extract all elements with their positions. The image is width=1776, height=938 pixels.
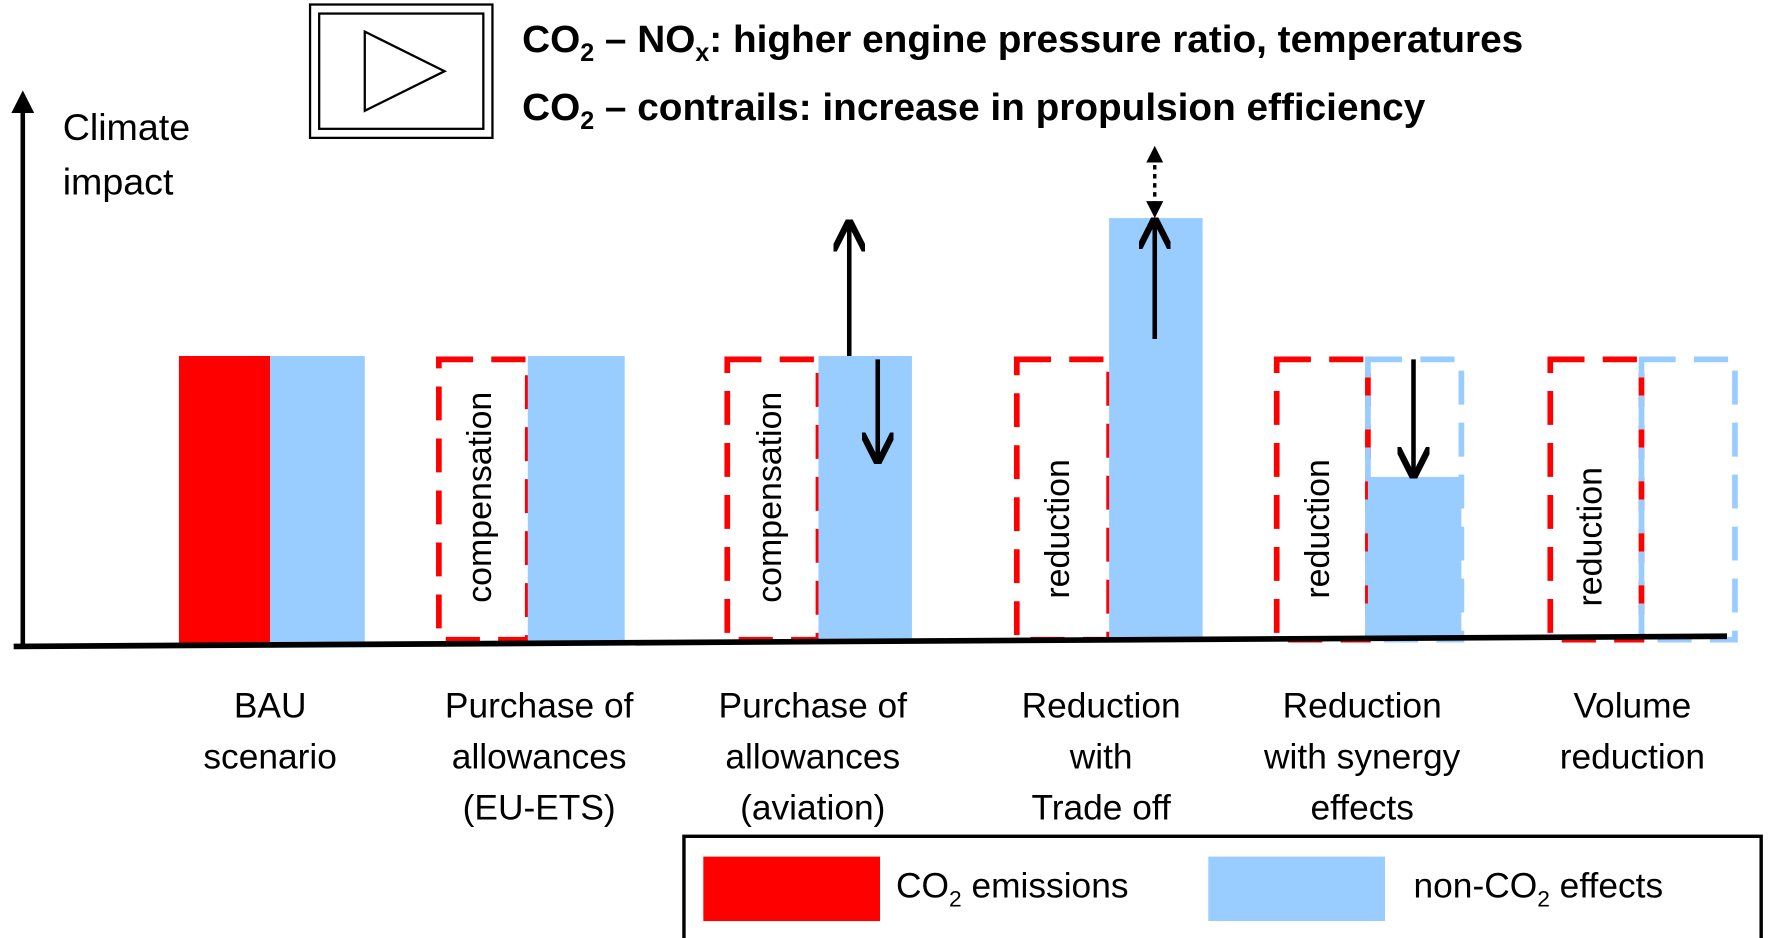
category-label: with (1069, 738, 1133, 777)
bar-label: reduction (1299, 459, 1337, 598)
nonco2-bar (818, 355, 912, 642)
nonco2-bar (1367, 476, 1462, 641)
category-labels: BAU scenario Purchase of allowances (EU-ETS)… (203, 687, 1705, 828)
category-label: allowances (725, 738, 900, 777)
bar-label: compensation (751, 392, 789, 603)
category-label: Purchase of (719, 687, 908, 726)
bar-label: reduction (1039, 459, 1077, 598)
legend-label: non-CO2 effects (1414, 866, 1664, 911)
category-label: Trade off (1031, 788, 1171, 827)
category-label: scenario (203, 738, 337, 777)
header-line: CO2 – NOx: higher engine pressure ratio,… (522, 18, 1523, 67)
category-label: Volume (1573, 687, 1691, 726)
nonco2-bar (527, 355, 625, 644)
category-label: reduction (1560, 738, 1705, 777)
nonco2-bar (270, 355, 365, 646)
nonco2-outline (1638, 356, 1738, 643)
x-axis (13, 633, 1728, 650)
category-label: Reduction (1283, 687, 1442, 726)
axis-label: Climate (63, 106, 190, 148)
category-label: BAU (234, 687, 307, 726)
co2-bar (178, 355, 271, 646)
legend-swatch (703, 856, 881, 922)
play-icon (308, 3, 494, 140)
category-label: (aviation) (740, 788, 885, 827)
axis-label: impact (63, 161, 174, 203)
legend-label: CO2 emissions (896, 866, 1129, 911)
bar-label: reduction (1571, 467, 1609, 606)
header-line: CO2 – contrails: increase in propulsion … (522, 86, 1426, 135)
category-label: Reduction (1022, 687, 1181, 726)
category-label: Purchase of (445, 687, 634, 726)
category-label: (EU-ETS) (463, 788, 616, 827)
legend-swatch (1208, 856, 1386, 922)
category-label: effects (1310, 788, 1413, 827)
category-label: with synergy (1263, 738, 1461, 777)
category-label: allowances (452, 738, 627, 777)
bar-label: compensation (461, 392, 499, 603)
